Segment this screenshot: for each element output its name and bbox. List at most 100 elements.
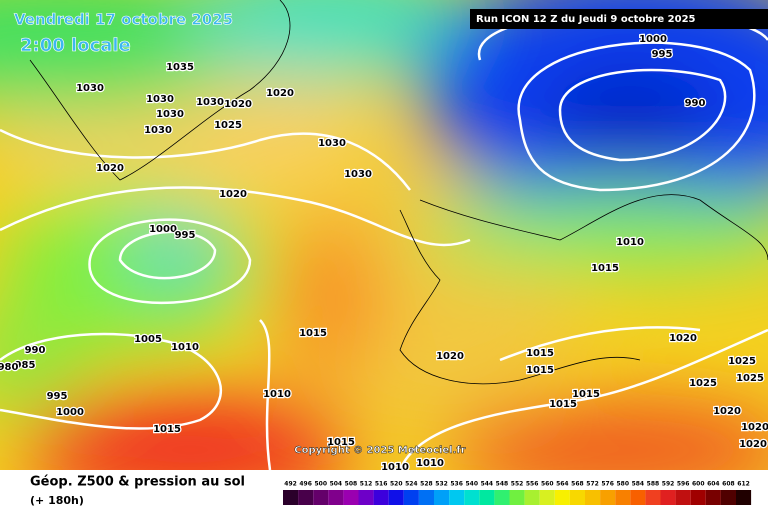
isobar-label: 990 [25, 345, 46, 356]
isobar-label: 1025 [736, 373, 764, 384]
isobar-label: 995 [175, 230, 196, 241]
scale-swatch [554, 490, 570, 505]
scale-swatch [298, 490, 314, 505]
isobar-label: 1020 [436, 351, 464, 362]
scale-label: 508 [345, 481, 358, 488]
scale-swatch [343, 490, 359, 505]
scale-swatch [358, 490, 374, 505]
scale-swatch [434, 490, 450, 505]
scale-swatch [479, 490, 495, 505]
isobar-label: 1020 [669, 333, 697, 344]
isobar-label: 1030 [146, 94, 174, 105]
isobar-label: 1025 [728, 356, 756, 367]
color-scale: 492 496 500 504 508 512 516 520 524 528 532 536 540 5… [283, 481, 752, 505]
scale-swatch [524, 490, 540, 505]
scale-label: 600 [692, 481, 705, 488]
isobar-label: 1015 [549, 399, 577, 410]
isobar-label: 995 [652, 49, 673, 60]
map-subtitle: 2:00 locale [20, 35, 131, 56]
scale-label: 572 [586, 481, 599, 488]
scale-label: 568 [571, 481, 584, 488]
scale-label: 544 [481, 481, 494, 488]
isobar-label: 1020 [713, 406, 741, 417]
isobar-label: 1015 [526, 365, 554, 376]
scale-swatch [615, 490, 631, 505]
isobar-label: 1030 [344, 169, 372, 180]
scale-swatch [509, 490, 525, 505]
isobar-label: 1015 [327, 437, 355, 448]
scale-label: 492 [284, 481, 297, 488]
scale-swatch [675, 490, 691, 505]
isobar-label: 1010 [171, 342, 199, 353]
isobar-label: 1020 [266, 88, 294, 99]
scale-swatch [464, 490, 480, 505]
isobar-label: 1005 [134, 334, 162, 345]
scale-label: 500 [314, 481, 327, 488]
isobar-label: 1025 [214, 120, 242, 131]
isobar-label: 1020 [224, 99, 252, 110]
scale-swatch [313, 490, 329, 505]
run-banner [470, 9, 768, 29]
footer-title: Géop. Z500 & pression au sol [30, 475, 245, 490]
isobar-label: 1015 [591, 263, 619, 274]
isobar-label: 1000 [149, 224, 177, 235]
scale-label: 560 [541, 481, 554, 488]
scale-label: 540 [465, 481, 478, 488]
scale-swatch [328, 490, 344, 505]
isobar-label: 980 [0, 362, 18, 373]
scale-swatch [388, 490, 404, 505]
isobar-label: 1010 [381, 462, 409, 473]
scale-label: 548 [496, 481, 509, 488]
scale-label: 496 [299, 481, 312, 488]
scale-label: 512 [360, 481, 373, 488]
scale-label: 612 [737, 481, 750, 488]
isobar-label: 1030 [76, 83, 104, 94]
isobar-label: 1000 [56, 407, 84, 418]
scale-swatch [645, 490, 661, 505]
scale-label: 564 [556, 481, 569, 488]
isobar-label: 1015 [572, 389, 600, 400]
isobar-label: 1030 [156, 109, 184, 120]
scale-swatch [720, 490, 736, 505]
scale-label: 556 [526, 481, 539, 488]
isobar-label: 1020 [219, 189, 247, 200]
isobar-label: 1030 [318, 138, 346, 149]
scale-swatch [660, 490, 676, 505]
isobar-label: 985 [15, 360, 36, 371]
scale-swatch [705, 490, 721, 505]
scale-swatch [585, 490, 601, 505]
scale-label: 516 [375, 481, 388, 488]
scale-swatch [690, 490, 706, 505]
scale-label: 552 [511, 481, 524, 488]
isobar-label: 1010 [416, 458, 444, 469]
scale-label: 504 [330, 481, 343, 488]
scale-label: 536 [450, 481, 463, 488]
scale-swatch [600, 490, 616, 505]
scale-swatch [449, 490, 465, 505]
scale-label: 532 [435, 481, 448, 488]
isobar-label: 995 [47, 391, 68, 402]
scale-swatch [494, 490, 510, 505]
scale-swatch [569, 490, 585, 505]
map-title: Vendredi 17 octobre 2025 [14, 11, 233, 29]
scale-label: 592 [662, 481, 675, 488]
coastlines [29, 0, 768, 385]
isobar-label: 1010 [263, 389, 291, 400]
scale-label: 588 [647, 481, 660, 488]
isobar-label: 1015 [526, 348, 554, 359]
scale-swatch [403, 490, 419, 505]
isobar-label: 1025 [689, 378, 717, 389]
scale-label: 584 [632, 481, 645, 488]
scale-label: 576 [601, 481, 614, 488]
scale-label: 596 [677, 481, 690, 488]
run-info: Run ICON 12 Z du Jeudi 9 octobre 2025 [476, 14, 696, 25]
isobar-label: 1000 [639, 34, 667, 45]
scale-label: 520 [390, 481, 403, 488]
scale-swatch [630, 490, 646, 505]
isobar-label: 1010 [616, 237, 644, 248]
scale-label: 580 [616, 481, 629, 488]
isobar-label: 990 [685, 98, 706, 109]
